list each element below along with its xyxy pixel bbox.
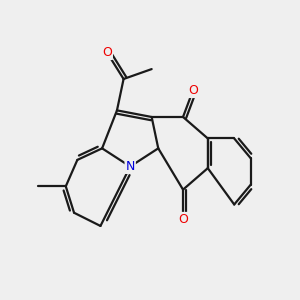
Text: O: O xyxy=(102,46,112,59)
Text: O: O xyxy=(188,84,198,97)
Text: O: O xyxy=(178,213,188,226)
Text: N: N xyxy=(125,160,135,173)
